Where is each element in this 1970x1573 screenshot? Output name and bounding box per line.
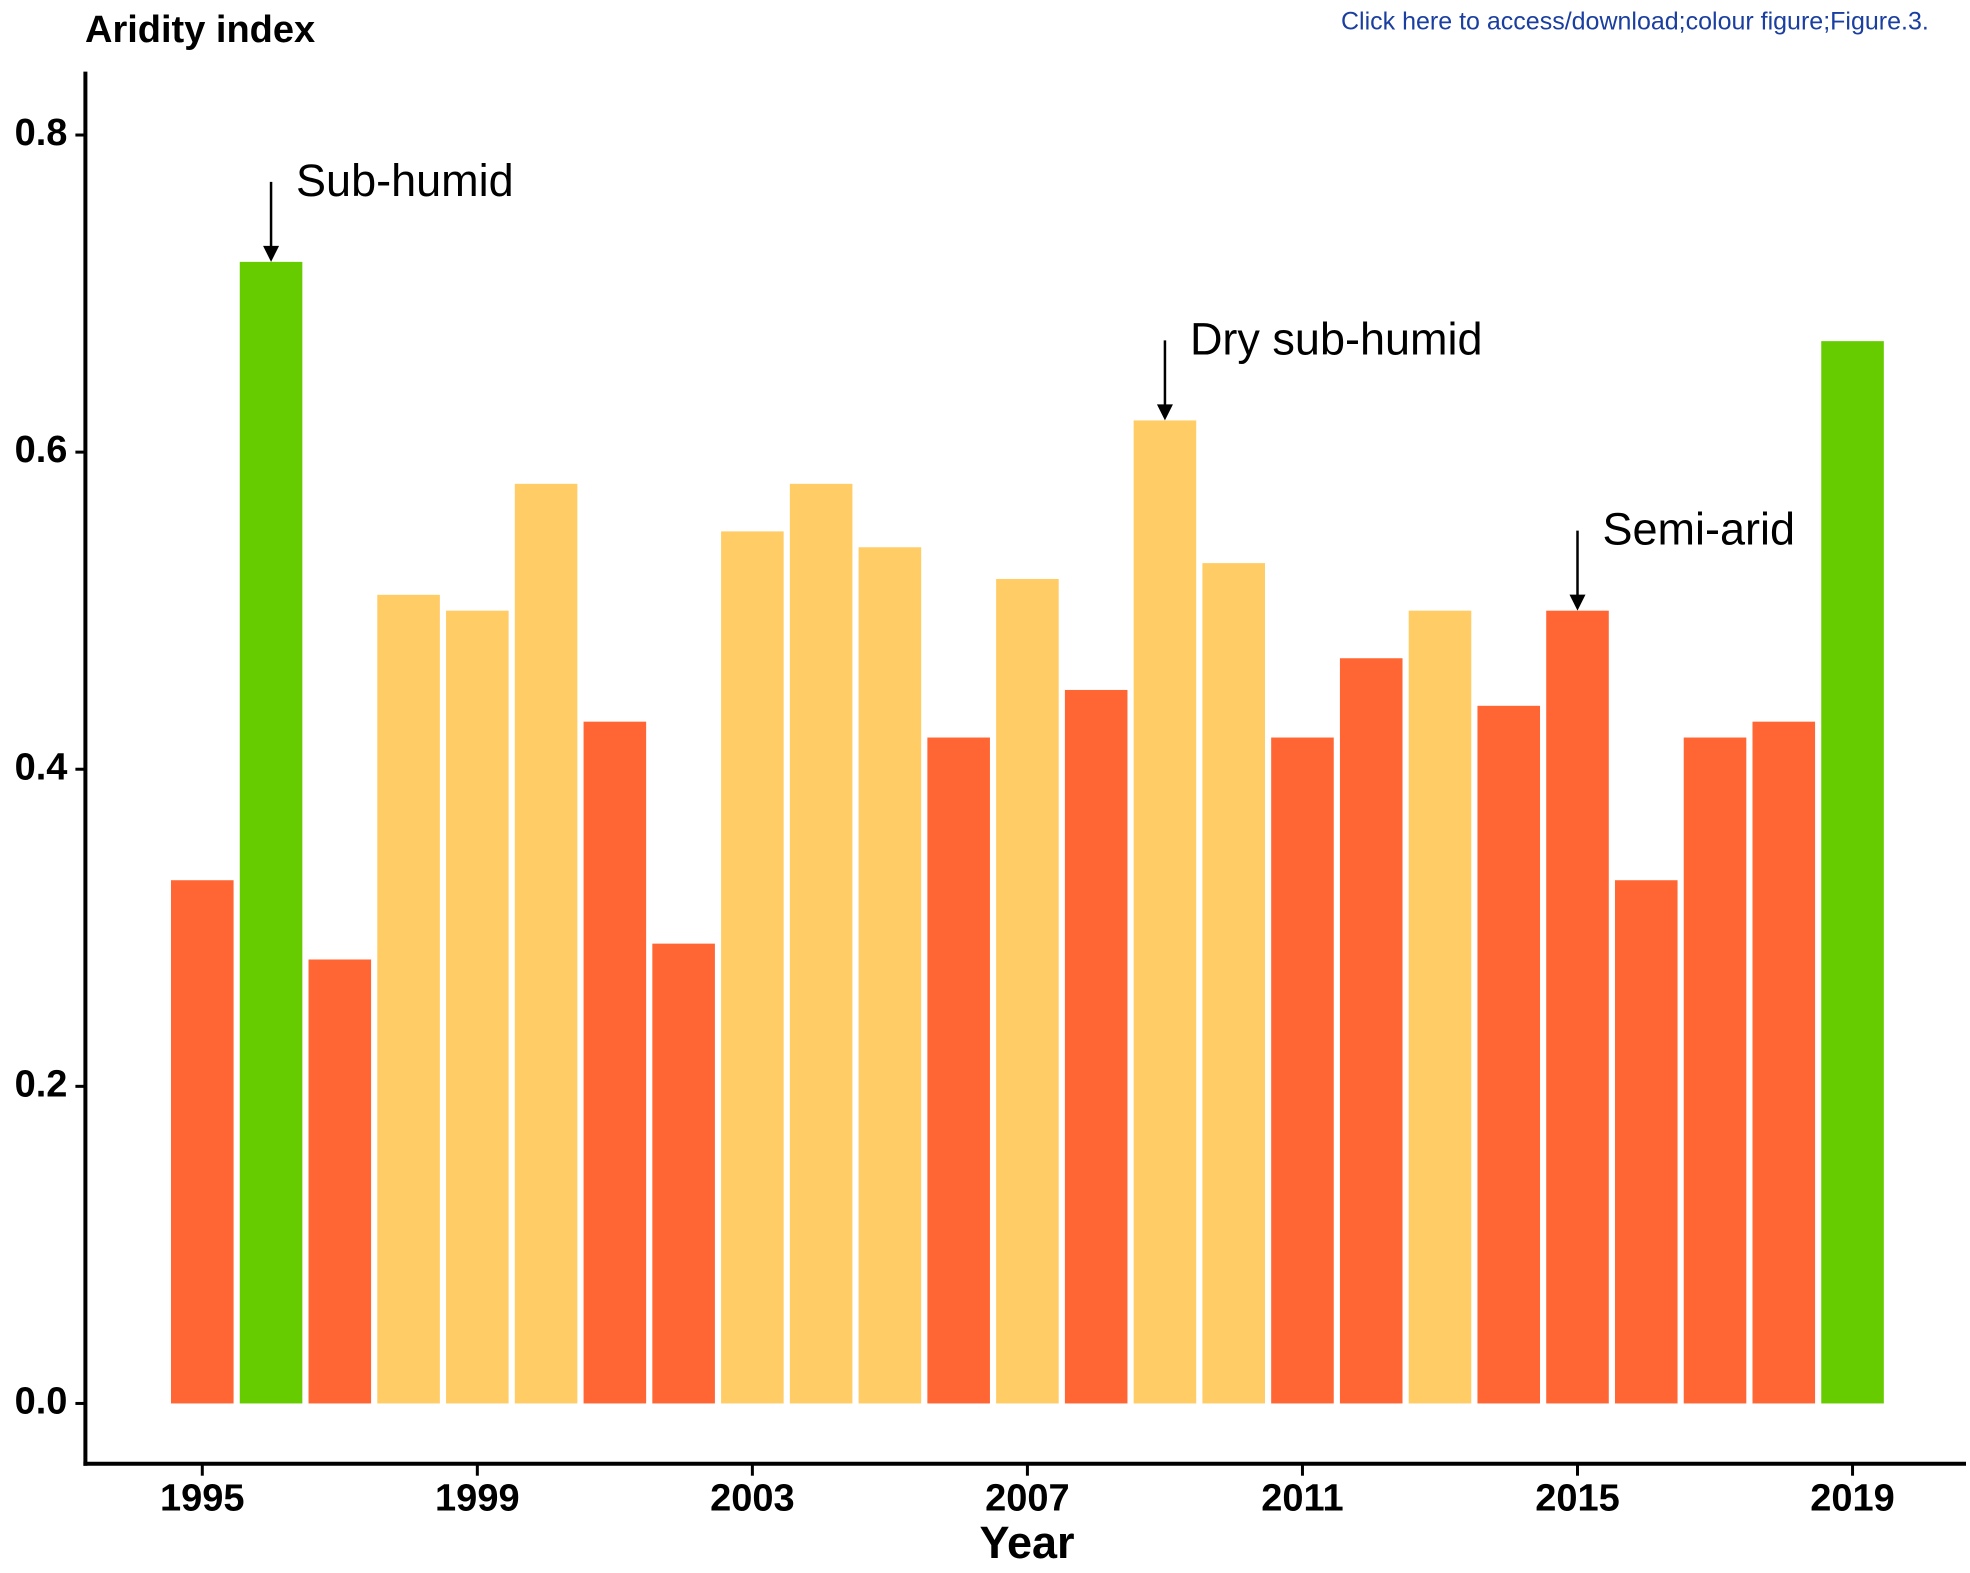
bar	[446, 610, 509, 1404]
annotation: Sub-humid	[296, 155, 514, 206]
bar	[308, 959, 372, 1404]
bar	[239, 261, 303, 1404]
bar	[377, 594, 440, 1404]
bar	[171, 880, 234, 1404]
chart-title: Aridity index	[85, 9, 315, 51]
bar	[1339, 658, 1403, 1404]
bar	[1477, 705, 1541, 1404]
x-tick-label: 2019	[1810, 1478, 1895, 1520]
bar	[1133, 420, 1197, 1404]
x-axis-title: Year	[979, 1517, 1074, 1568]
y-tick-label: 0.0	[15, 1380, 68, 1422]
header-link[interactable]: Click here to access/download;colour fig…	[1341, 8, 1929, 36]
y-tick-label: 0.8	[15, 112, 68, 154]
x-tick-label: 1999	[435, 1478, 520, 1520]
bar	[583, 721, 647, 1404]
x-tick-label: 1995	[160, 1478, 245, 1520]
bar	[789, 483, 853, 1404]
annotation-arrowhead	[263, 245, 280, 262]
bar	[1546, 610, 1609, 1404]
bar	[1821, 341, 1884, 1404]
bar	[652, 943, 715, 1404]
bar	[514, 483, 578, 1404]
y-tick-label: 0.6	[15, 429, 68, 471]
bar	[1683, 737, 1747, 1404]
bar	[1408, 610, 1472, 1404]
annotation: Dry sub-humid	[1190, 313, 1483, 364]
annotation-arrowhead	[1156, 404, 1173, 421]
bar	[858, 547, 922, 1404]
x-tick-label: 2011	[1261, 1478, 1343, 1520]
bar	[1752, 721, 1816, 1404]
bar	[927, 737, 990, 1404]
y-tick-label: 0.4	[15, 746, 68, 788]
x-tick-label: 2003	[710, 1478, 795, 1520]
x-tick-label: 2015	[1535, 1478, 1620, 1520]
annotation: Semi-arid	[1603, 504, 1796, 555]
bar	[1202, 563, 1265, 1404]
annotation-arrowhead	[1569, 594, 1586, 611]
bar	[996, 578, 1059, 1404]
y-tick-label: 0.2	[15, 1063, 68, 1105]
bar	[1271, 737, 1334, 1404]
bar	[1064, 689, 1128, 1404]
x-tick-label: 2007	[985, 1478, 1070, 1520]
bar	[1614, 880, 1678, 1404]
bar	[721, 531, 784, 1404]
